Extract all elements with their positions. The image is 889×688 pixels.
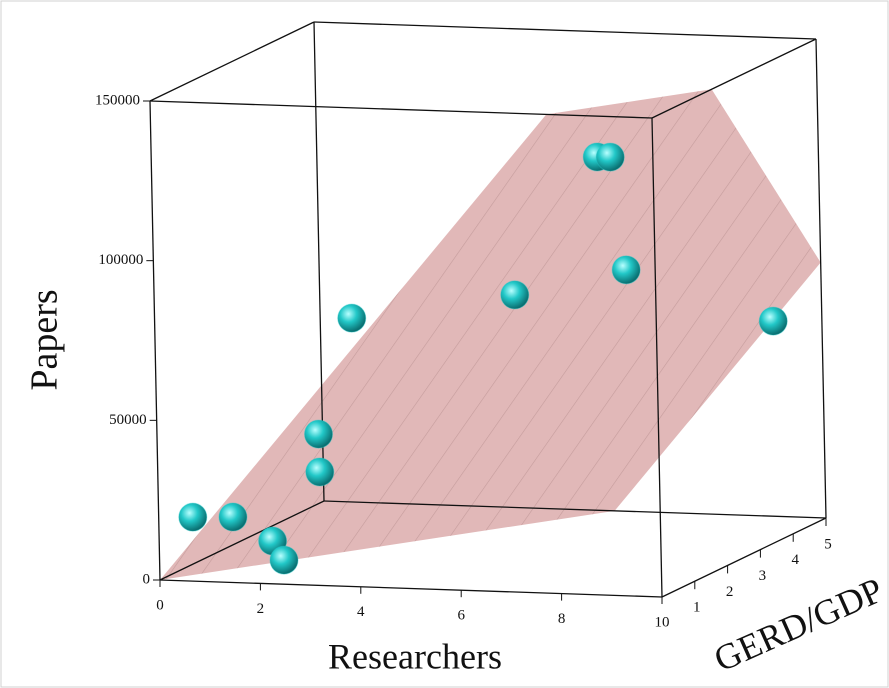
box-edge bbox=[149, 21, 315, 102]
data-point bbox=[595, 142, 625, 172]
box-edge bbox=[159, 500, 325, 581]
point-layer bbox=[178, 142, 788, 575]
x-tick-label: 4 bbox=[357, 604, 365, 620]
x-tick-label: 10 bbox=[655, 614, 670, 630]
y-tick-label: 3 bbox=[759, 568, 767, 584]
x-tick-label: 8 bbox=[558, 611, 566, 627]
plane-hatch bbox=[160, 89, 821, 580]
y-tick-label: 1 bbox=[693, 600, 701, 616]
box-edge bbox=[661, 517, 827, 598]
box-edge bbox=[149, 100, 161, 581]
y-tick-label: 5 bbox=[824, 536, 832, 552]
x-tick-label: 6 bbox=[457, 608, 465, 624]
z-tick-label: 100000 bbox=[98, 252, 143, 268]
box-edge bbox=[149, 100, 653, 119]
box-edge bbox=[651, 38, 817, 119]
data-point bbox=[178, 502, 208, 532]
y-tick-label: 4 bbox=[791, 552, 799, 568]
box-edge bbox=[313, 21, 817, 40]
data-point bbox=[758, 306, 788, 336]
box-edge bbox=[815, 38, 827, 519]
plane-layer bbox=[160, 89, 821, 580]
data-point bbox=[305, 457, 335, 487]
box-edge bbox=[651, 117, 663, 598]
data-point bbox=[500, 280, 530, 310]
data-point bbox=[611, 255, 641, 285]
data-point bbox=[269, 545, 299, 575]
data-point bbox=[304, 419, 334, 449]
z-tick-label: 0 bbox=[143, 571, 151, 587]
box-edge bbox=[159, 579, 663, 598]
box-edge bbox=[323, 500, 827, 519]
y-tick-label: 2 bbox=[726, 584, 734, 600]
data-point bbox=[337, 303, 367, 333]
z-tick-label: 150000 bbox=[95, 92, 140, 108]
x-tick-label: 2 bbox=[257, 601, 265, 617]
z-tick-label: 50000 bbox=[109, 412, 147, 428]
x-axis-title: Researchers bbox=[328, 636, 502, 676]
data-point bbox=[218, 502, 248, 532]
z-axis-title: Papers bbox=[24, 289, 66, 390]
x-tick-label: 0 bbox=[156, 597, 164, 613]
